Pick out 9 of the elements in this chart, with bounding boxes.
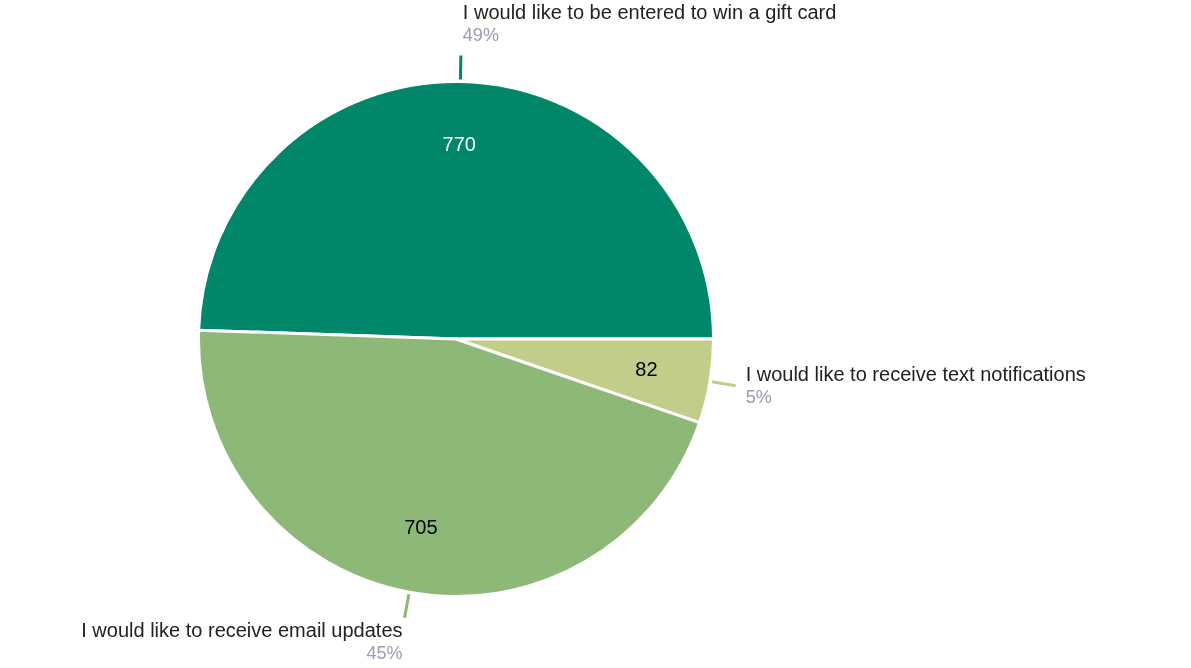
data-label: 705 — [404, 516, 438, 539]
text: 5% — [745, 386, 772, 407]
slice-label: I would like to be entered to win a gift card — [462, 1, 837, 24]
text: 45% — [366, 642, 403, 663]
text: 49% — [462, 24, 499, 45]
data-label: 770 — [442, 133, 476, 156]
slice-label: I would like to receive text notifications — [745, 363, 1086, 386]
data-label: 82 — [635, 358, 658, 381]
slice-label: I would like to receive email updates — [81, 619, 403, 642]
